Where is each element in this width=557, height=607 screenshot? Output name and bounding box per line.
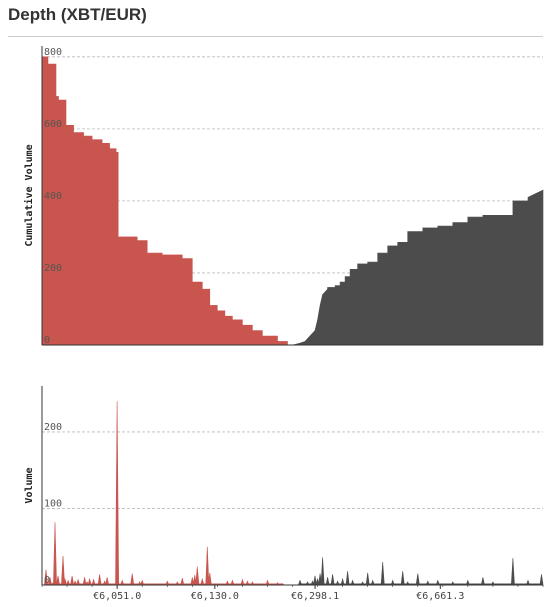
bid-depth-area — [41, 56, 293, 346]
ask-volume-spike — [400, 571, 405, 586]
volume-y-axis-label: Volume — [24, 467, 35, 503]
bot-y-tick-200: 200 — [44, 422, 62, 433]
ask-volume-spike — [465, 579, 470, 586]
ask-volume-spike — [335, 580, 340, 586]
ask-volume-spike — [370, 579, 375, 586]
bid-volume-spike — [53, 522, 57, 586]
ask-volume-spike — [330, 574, 335, 586]
bid-volume-spike — [205, 546, 210, 586]
ask-volume-spike — [510, 558, 515, 586]
bid-volume-spike — [97, 574, 102, 586]
page-title: Depth (XBT/EUR) — [8, 5, 147, 24]
ask-volume-spike — [435, 579, 440, 586]
bid-volume-spike — [82, 577, 87, 586]
volume-x-ticks: €6,051.0 €6,130.0 €6,298.1 €6,661.3 — [41, 585, 544, 602]
bid-volume-spike — [130, 573, 135, 586]
bid-volume-spike — [200, 577, 205, 586]
ask-volume-spike — [350, 579, 355, 586]
ask-volume-spike — [345, 571, 350, 586]
bid-volume-spike — [120, 579, 125, 586]
ask-volume-spike — [415, 573, 420, 586]
volume-y-ticks: 0 100 200 — [44, 422, 62, 586]
ask-volume-spike — [380, 561, 385, 586]
ask-volume-spike — [325, 577, 330, 586]
ask-volume-spike — [365, 572, 370, 586]
top-y-tick-200: 200 — [44, 263, 62, 274]
top-y-tick-0: 0 — [44, 335, 50, 346]
bid-volume-spike — [165, 580, 170, 586]
bid-volume-spike — [66, 579, 71, 586]
bid-volume-spike — [225, 580, 230, 586]
ask-volume-spike — [480, 577, 485, 586]
cumulative-volume-chart: 0 200 400 600 800 Cumulative Volume — [23, 46, 544, 346]
x-tick-label: €6,661.3 — [416, 591, 464, 602]
top-y-tick-400: 400 — [44, 191, 62, 202]
bid-volume-spike — [91, 578, 96, 586]
bid-volume-spike — [56, 575, 60, 586]
bid-volume-spike — [87, 577, 92, 586]
bid-volume-spike — [230, 579, 235, 586]
bid-volume-spike — [70, 575, 75, 586]
bid-volume-spike — [76, 578, 81, 586]
ask-depth-area — [292, 189, 544, 346]
bid-volume-spike — [105, 577, 110, 586]
bid-volume-spike — [73, 580, 78, 586]
cumulative-y-ticks: 0 200 400 600 800 — [44, 47, 62, 346]
ask-volume-series — [297, 557, 544, 586]
bid-volume-spike — [240, 578, 245, 586]
bid-volume-series — [44, 401, 285, 586]
ask-volume-spike — [297, 579, 303, 586]
ask-volume-spike — [390, 579, 395, 586]
bid-volume-spike — [245, 580, 250, 586]
bid-volume-spike — [195, 566, 200, 586]
bid-volume-spike — [180, 578, 185, 586]
x-tick-label: €6,130.0 — [191, 591, 239, 602]
x-tick-label: €6,051.0 — [93, 591, 141, 602]
ask-volume-spike — [525, 579, 531, 586]
bot-y-tick-100: 100 — [44, 498, 62, 509]
bid-volume-spike — [115, 401, 120, 586]
volume-series — [44, 401, 544, 586]
bid-volume-spike — [140, 579, 145, 586]
ask-volume-spike — [425, 580, 430, 586]
top-y-tick-600: 600 — [44, 119, 62, 130]
bid-volume-spike — [265, 579, 270, 586]
ask-volume-spike — [340, 577, 345, 586]
bid-volume-spike — [61, 555, 65, 586]
ask-volume-spike — [320, 557, 325, 586]
cumulative-areas — [41, 56, 544, 346]
volume-grid — [42, 431, 543, 509]
x-tick-label: €6,298.1 — [291, 591, 339, 602]
top-y-tick-800: 800 — [44, 47, 62, 58]
bot-y-tick-0: 0 — [44, 575, 50, 586]
ask-volume-spike — [539, 574, 544, 586]
cumulative-y-axis-label: Cumulative Volume — [23, 144, 35, 246]
volume-chart: 0 100 200 €6,051.0 €6,130.0 €6,298.1 €6,661.3… — [24, 386, 544, 602]
title-divider — [8, 36, 543, 37]
